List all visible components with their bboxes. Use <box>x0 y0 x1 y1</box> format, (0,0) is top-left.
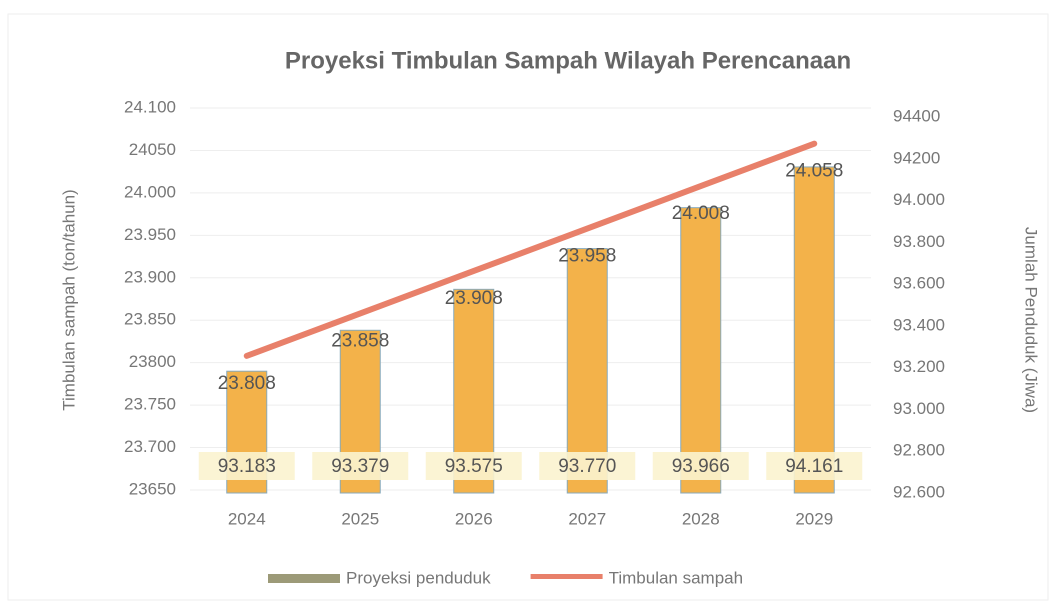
chart-title: Proyeksi Timbulan Sampah Wilayah Perenca… <box>285 47 851 74</box>
y-tick-label: 24.100 <box>124 97 176 116</box>
y-tick-label: 24.000 <box>124 182 176 201</box>
bar-label-bg <box>198 452 295 480</box>
y-tick-label: 23.700 <box>124 437 176 456</box>
bar-value-label: 94.161 <box>785 456 843 477</box>
line-value-label: 23.858 <box>331 330 389 351</box>
bar-value-label: 93.770 <box>558 456 616 477</box>
x-tick-label: 2029 <box>795 509 833 528</box>
bar-label-bg <box>652 452 749 480</box>
line-value-label: 24.058 <box>785 161 843 182</box>
y2-tick-label: 93.800 <box>893 232 945 251</box>
x-tick-label: 2026 <box>455 509 493 528</box>
bar <box>793 166 835 494</box>
x-tick-label: 2024 <box>228 509 266 528</box>
legend-label: Proyeksi penduduk <box>346 568 491 587</box>
x-tick-label: 2028 <box>682 509 720 528</box>
line-value-label: 23.808 <box>218 373 276 394</box>
y2-tick-label: 92.600 <box>893 482 945 501</box>
bar-value-label: 93.183 <box>218 456 276 477</box>
y-tick-label: 23.850 <box>124 310 176 329</box>
line-value-label: 23.958 <box>558 246 616 267</box>
bar-value-label: 93.966 <box>672 456 730 477</box>
bar-value-label: 93.379 <box>331 456 389 477</box>
y-axis-title: Timbulan sampah (ton/tahun) <box>59 189 78 410</box>
x-tick-label: 2025 <box>341 509 379 528</box>
bar-label-bg <box>312 452 409 480</box>
y-tick-label: 23.950 <box>124 225 176 244</box>
bar-label-bg <box>539 452 636 480</box>
y-tick-label: 24050 <box>129 140 176 159</box>
line <box>243 140 818 359</box>
y-tick-label: 23800 <box>129 352 176 371</box>
y2-tick-label: 92.800 <box>893 441 945 460</box>
bar-value-label: 93.575 <box>445 456 503 477</box>
y-tick-label: 23.750 <box>124 395 176 414</box>
x-tick-label: 2027 <box>568 509 606 528</box>
y2-tick-label: 94200 <box>893 148 940 167</box>
y2-tick-label: 94400 <box>893 106 940 125</box>
y2-axis-title: Jumlah Penduduk (Jiwa) <box>1022 227 1041 413</box>
bar <box>680 207 722 494</box>
y-tick-label: 23650 <box>129 479 176 498</box>
y-tick-label: 23.900 <box>124 267 176 286</box>
chart-frame <box>7 13 1049 601</box>
line-value-label: 23.908 <box>445 288 503 309</box>
legend-swatch <box>268 574 340 583</box>
y2-tick-label: 93.400 <box>893 315 945 334</box>
y2-tick-label: 94.000 <box>893 190 945 209</box>
y2-tick-label: 93.600 <box>893 274 945 293</box>
line-value-label: 24.008 <box>672 203 730 224</box>
legend-swatch <box>530 574 603 579</box>
legend-label: Timbulan sampah <box>609 568 744 587</box>
y2-tick-label: 93.000 <box>893 399 945 418</box>
y2-tick-label: 93.200 <box>893 357 945 376</box>
bar-label-bg <box>766 452 863 480</box>
bar-label-bg <box>425 452 522 480</box>
